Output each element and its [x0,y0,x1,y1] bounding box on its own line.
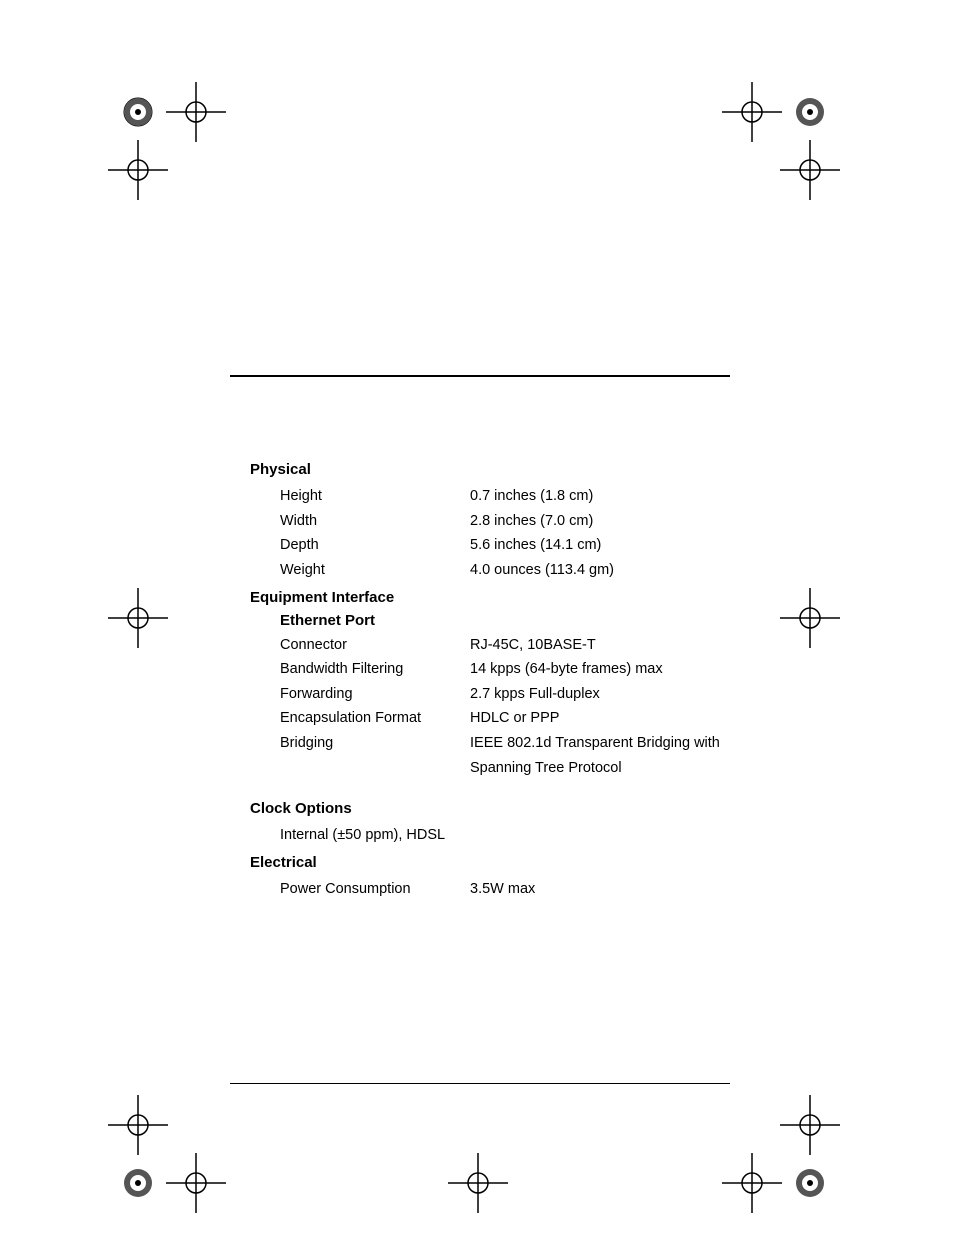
registration-mark-icon [780,82,840,142]
spec-value: 2.8 inches (7.0 cm) [470,509,593,534]
crosshair-icon [108,140,168,200]
crosshair-icon [166,1153,226,1213]
spec-value: 5.6 inches (14.1 cm) [470,533,601,558]
heading-electrical: Electrical [250,854,740,871]
spec-row: Weight 4.0 ounces (113.4 gm) [280,558,740,583]
spec-value: 2.7 kpps Full-duplex [470,682,600,707]
spec-row: Width 2.8 inches (7.0 cm) [280,509,740,534]
crosshair-icon [108,1095,168,1155]
spec-label: Weight [280,558,470,583]
crosshair-icon [108,588,168,648]
spec-label: Bridging [280,731,470,780]
spec-row: Bridging IEEE 802.1d Transparent Bridgin… [280,731,740,780]
spec-label: Power Consumption [280,877,470,902]
spec-row: Internal (±50 ppm), HDSL [280,823,740,848]
spec-value: IEEE 802.1d Transparent Bridging with Sp… [470,731,740,780]
spec-row: Connector RJ-45C, 10BASE-T [280,633,740,658]
spec-row: Power Consumption 3.5W max [280,877,740,902]
content-block: Physical Height 0.7 inches (1.8 cm) Widt… [250,455,740,902]
crosshair-icon [448,1153,508,1213]
spec-row: Forwarding 2.7 kpps Full-duplex [280,682,740,707]
spec-value: 3.5W max [470,877,535,902]
spec-label: Height [280,484,470,509]
spec-value: 4.0 ounces (113.4 gm) [470,558,614,583]
spec-label: Forwarding [280,682,470,707]
spec-value: HDLC or PPP [470,706,559,731]
spec-label: Depth [280,533,470,558]
subheading-ethernet-port: Ethernet Port [280,612,740,629]
spec-row: Depth 5.6 inches (14.1 cm) [280,533,740,558]
crosshair-icon [722,82,782,142]
spec-row: Encapsulation Format HDLC or PPP [280,706,740,731]
spec-value: 14 kpps (64-byte frames) max [470,657,663,682]
registration-mark-icon [108,1153,168,1213]
heading-clock-options: Clock Options [250,800,740,817]
page: Physical Height 0.7 inches (1.8 cm) Widt… [0,0,954,1235]
crosshair-icon [166,82,226,142]
bottom-rule [230,1083,730,1084]
spacer [250,780,740,794]
spec-label: Encapsulation Format [280,706,470,731]
top-rule [230,375,730,377]
spec-value: Internal (±50 ppm), HDSL [280,827,445,843]
heading-equipment-interface: Equipment Interface [250,589,740,606]
spec-value: RJ-45C, 10BASE-T [470,633,596,658]
crosshair-icon [780,140,840,200]
spec-label: Connector [280,633,470,658]
registration-mark-icon [108,82,168,142]
spec-row: Height 0.7 inches (1.8 cm) [280,484,740,509]
crosshair-icon [722,1153,782,1213]
crosshair-icon [780,1095,840,1155]
spec-value: 0.7 inches (1.8 cm) [470,484,593,509]
crosshair-icon [780,588,840,648]
spec-label: Bandwidth Filtering [280,657,470,682]
registration-mark-icon [780,1153,840,1213]
spec-label: Width [280,509,470,534]
spec-row: Bandwidth Filtering 14 kpps (64-byte fra… [280,657,740,682]
heading-physical: Physical [250,461,740,478]
